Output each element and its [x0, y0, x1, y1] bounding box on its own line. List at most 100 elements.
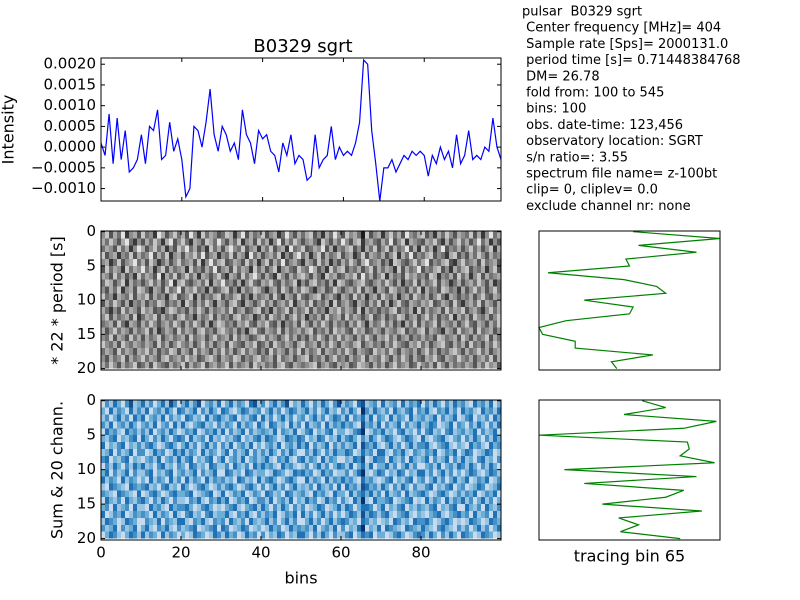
heatmap-cell: [249, 354, 253, 362]
heatmap-cell: [305, 265, 309, 273]
heatmap-cell: [213, 313, 217, 321]
heatmap-cell: [469, 497, 473, 505]
heatmap-cell: [361, 407, 365, 415]
heatmap-cell: [149, 490, 153, 498]
heatmap-cell: [469, 511, 473, 518]
heatmap-cell: [161, 448, 165, 456]
heatmap-cell: [453, 361, 457, 369]
heatmap-cell: [333, 469, 337, 477]
heatmap-cell: [433, 279, 437, 287]
heatmap-cell: [177, 293, 181, 301]
heatmap-cell: [401, 320, 405, 328]
heatmap-cell: [333, 511, 337, 518]
heatmap-cell: [185, 497, 189, 505]
heatmap-cell: [425, 252, 429, 260]
heatmap-cell: [273, 462, 277, 470]
heatmap-cell: [393, 300, 397, 308]
heatmap-cell: [285, 327, 289, 335]
heatmap-cell: [345, 511, 349, 518]
heatmap-cell: [369, 455, 373, 463]
heatmap-cell: [429, 442, 433, 449]
heatmap-cell: [145, 259, 149, 266]
heatmap-cell: [285, 259, 289, 266]
heatmap-cell: [109, 462, 113, 470]
heatmap-cell: [413, 435, 417, 443]
heatmap-cell: [485, 279, 489, 287]
heatmap-cell: [469, 483, 473, 491]
heatmap-cell: [309, 531, 313, 539]
heatmap-cell: [261, 504, 265, 512]
heatmap-cell: [421, 476, 425, 484]
heatmap-cell: [429, 531, 433, 539]
heatmap-cell: [141, 327, 145, 335]
heatmap-cell: [429, 286, 433, 294]
heatmap-cell: [317, 245, 321, 253]
heatmap-cell: [449, 448, 453, 456]
heatmap-cell: [273, 293, 277, 301]
heatmap-cell: [105, 307, 109, 314]
heatmap-cell: [337, 320, 341, 328]
heatmap-cell: [481, 245, 485, 253]
heatmap-cell: [289, 320, 293, 328]
heatmap-cell: [365, 469, 369, 477]
heatmap-cell: [337, 497, 341, 505]
heatmap-cell: [101, 300, 105, 308]
heatmap-cell: [253, 293, 257, 301]
heatmap-cell: [461, 511, 465, 518]
heatmap-cell: [449, 524, 453, 532]
heatmap-cell: [373, 455, 377, 463]
heatmap-cell: [281, 448, 285, 456]
heatmap-cell: [253, 327, 257, 335]
heatmap-cell: [141, 279, 145, 287]
heatmap-cell: [429, 320, 433, 328]
heatmap-cell: [385, 469, 389, 477]
heatmap-cell: [325, 497, 329, 505]
heatmap-cell: [241, 490, 245, 498]
heatmap-cell: [293, 279, 297, 287]
heatmap-cell: [217, 428, 221, 436]
heatmap-cell: [341, 504, 345, 512]
heatmap-cell: [381, 421, 385, 429]
heatmap-cell: [121, 300, 125, 308]
heatmap-cell: [241, 448, 245, 456]
heatmap-cell: [109, 504, 113, 512]
heatmap-cell: [121, 448, 125, 456]
heatmap-cell: [429, 511, 433, 518]
heatmap-cell: [277, 238, 281, 246]
heatmap-cell: [137, 361, 141, 369]
heatmap-cell: [161, 531, 165, 539]
heatmap-cell: [297, 511, 301, 518]
heatmap-cell: [277, 231, 281, 239]
heatmap-cell: [125, 238, 129, 246]
heatmap-cell: [429, 348, 433, 355]
heatmap-cell: [149, 300, 153, 308]
heatmap-cell: [309, 259, 313, 266]
heatmap-cell: [453, 462, 457, 470]
heatmap-cell: [477, 497, 481, 505]
heatmap-cell: [229, 259, 233, 266]
heatmap-cell: [197, 469, 201, 477]
heatmap-cell: [237, 272, 241, 280]
heatmap-cell: [473, 293, 477, 301]
heatmap-cell: [473, 252, 477, 260]
heatmap-cell: [493, 442, 497, 449]
heatmap-cell: [177, 341, 181, 349]
heatmap-cell: [169, 361, 173, 369]
heatmap-cell: [153, 455, 157, 463]
heatmap-cell: [453, 448, 457, 456]
heatmap-cell: [281, 348, 285, 355]
heatmap-cell: [293, 442, 297, 449]
heatmap-cell: [369, 293, 373, 301]
heatmap-cell: [465, 313, 469, 321]
heatmap-cell: [141, 245, 145, 253]
heatmap-cell: [121, 531, 125, 539]
heatmap-cell: [445, 307, 449, 314]
heatmap-cell: [253, 313, 257, 321]
heatmap-cell: [289, 497, 293, 505]
heatmap-cell: [481, 354, 485, 362]
heatmap-cell: [289, 504, 293, 512]
heatmap-cell: [477, 245, 481, 253]
heatmap-cell: [373, 313, 377, 321]
heatmap-cell: [177, 400, 181, 408]
heatmap-cell: [105, 524, 109, 532]
